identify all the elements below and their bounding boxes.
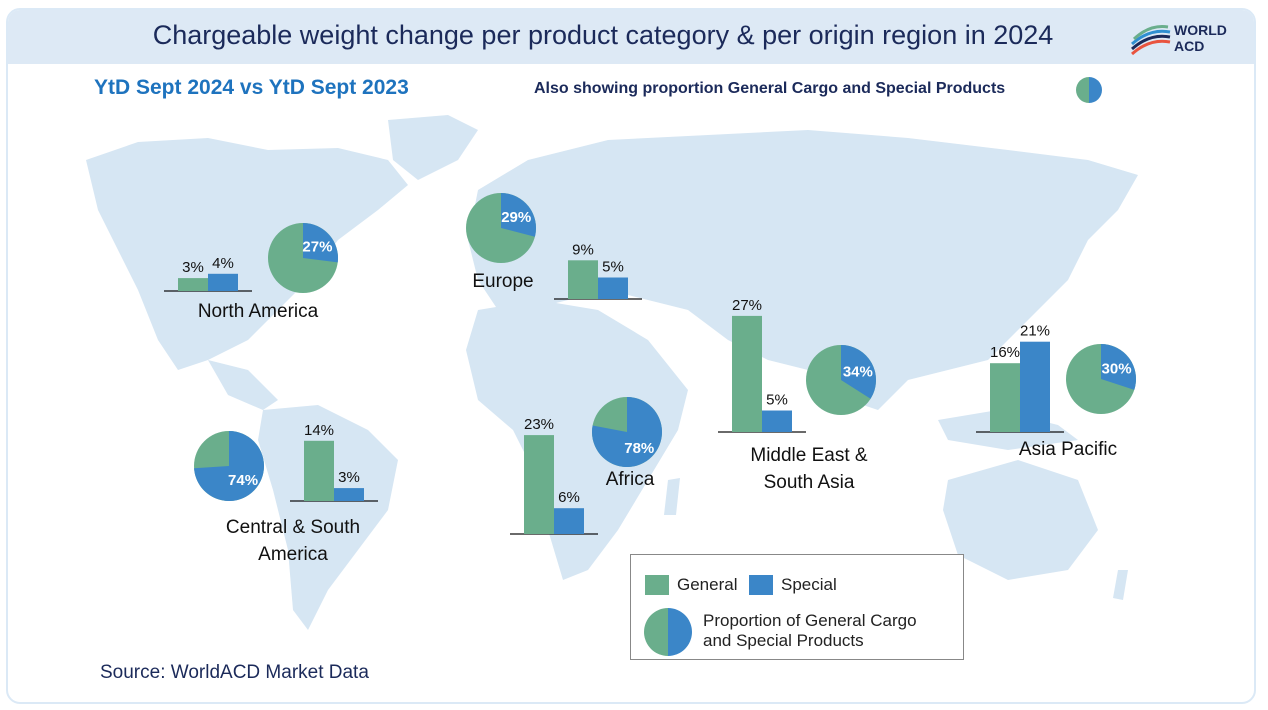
asia-pacific-pie-label: 30% (1102, 361, 1132, 378)
north-america-label: North America (197, 301, 319, 322)
africa-special-bar (554, 508, 584, 534)
legend-proportion-label: Proportion of General Cargo and Special … (703, 611, 917, 650)
central-south-america-pie-label: 74% (228, 472, 258, 489)
header-bar (8, 10, 1254, 64)
north-america-special-value: 4% (212, 255, 234, 272)
europe-general-bar (568, 260, 598, 299)
middle-east-south-asia-general-bar (732, 315, 762, 432)
north-america-general-bar (178, 278, 208, 291)
worldacd-logo: WORLD ACD (1130, 18, 1240, 58)
central-south-america-general-value: 14% (304, 422, 334, 439)
source-note: Source: WorldACD Market Data (100, 662, 369, 683)
north-america-special-bar (208, 273, 238, 291)
north-america-general-value: 3% (182, 259, 204, 276)
middle-east-south-asia-label: Middle East & South Asia (750, 445, 868, 493)
legend-general-label: General (677, 575, 738, 594)
africa-general-value: 23% (524, 416, 554, 433)
africa-label: Africa (605, 469, 655, 490)
north-america-pie-special (303, 223, 339, 263)
asia-pacific-general-value: 16% (990, 344, 1020, 361)
central-south-america-pie-special (194, 431, 264, 501)
central-south-america-label: Central & South America (225, 517, 361, 565)
asia-pacific-special-bar (1020, 341, 1050, 432)
asia-pacific-pie-special (1101, 344, 1137, 390)
africa-special-value: 6% (558, 489, 580, 506)
europe-special-value: 5% (602, 259, 624, 276)
world-map-background (86, 115, 1138, 630)
europe-general-value: 9% (572, 241, 594, 258)
logo-swoosh-icon (1131, 25, 1171, 56)
middle-east-south-asia-pie-special (841, 345, 876, 399)
africa-pie-special (592, 397, 662, 467)
africa-general-bar (524, 435, 554, 534)
central-south-america-general-bar (304, 440, 334, 501)
legend-special-label: Special (781, 575, 837, 594)
europe-pie-label: 29% (501, 209, 531, 226)
asia-pacific-special-value: 21% (1020, 323, 1050, 340)
central-south-america-special-value: 3% (338, 469, 360, 486)
middle-east-south-asia-special-bar (762, 410, 792, 432)
legend: General Special Proportion of General Ca… (630, 554, 964, 660)
central-south-america-special-bar (334, 488, 364, 501)
middle-east-south-asia-special-value: 5% (766, 392, 788, 409)
legend-special-swatch (749, 575, 773, 595)
legend-pie-icon (644, 608, 692, 656)
logo-text: WORLD ACD (1174, 22, 1227, 54)
regional-charts: 3% 4% 27% 9% 5% 29% 27% 5% 34% 16%21% 30% 23% 6% 78% 1… (164, 193, 1137, 535)
europe-label: Europe (472, 271, 534, 292)
proportion-note: Also showing proportion General Cargo an… (534, 80, 1006, 97)
legend-general-swatch (645, 575, 669, 595)
europe-pie-special (501, 193, 536, 237)
half-pie-icon (1076, 77, 1102, 103)
infographic-frame: Chargeable weight change per product cat… (6, 8, 1256, 704)
asia-pacific-general-bar (990, 363, 1020, 432)
africa-pie-label: 78% (624, 440, 654, 457)
asia-pacific-label: Asia Pacific (1018, 439, 1118, 460)
north-america-pie-label: 27% (302, 238, 332, 255)
page-title: Chargeable weight change per product cat… (152, 20, 1054, 50)
middle-east-south-asia-general-value: 27% (732, 297, 762, 314)
europe-special-bar (598, 277, 628, 299)
subtitle: YtD Sept 2024 vs YtD Sept 2023 (94, 76, 409, 99)
middle-east-south-asia-pie-label: 34% (843, 364, 873, 381)
